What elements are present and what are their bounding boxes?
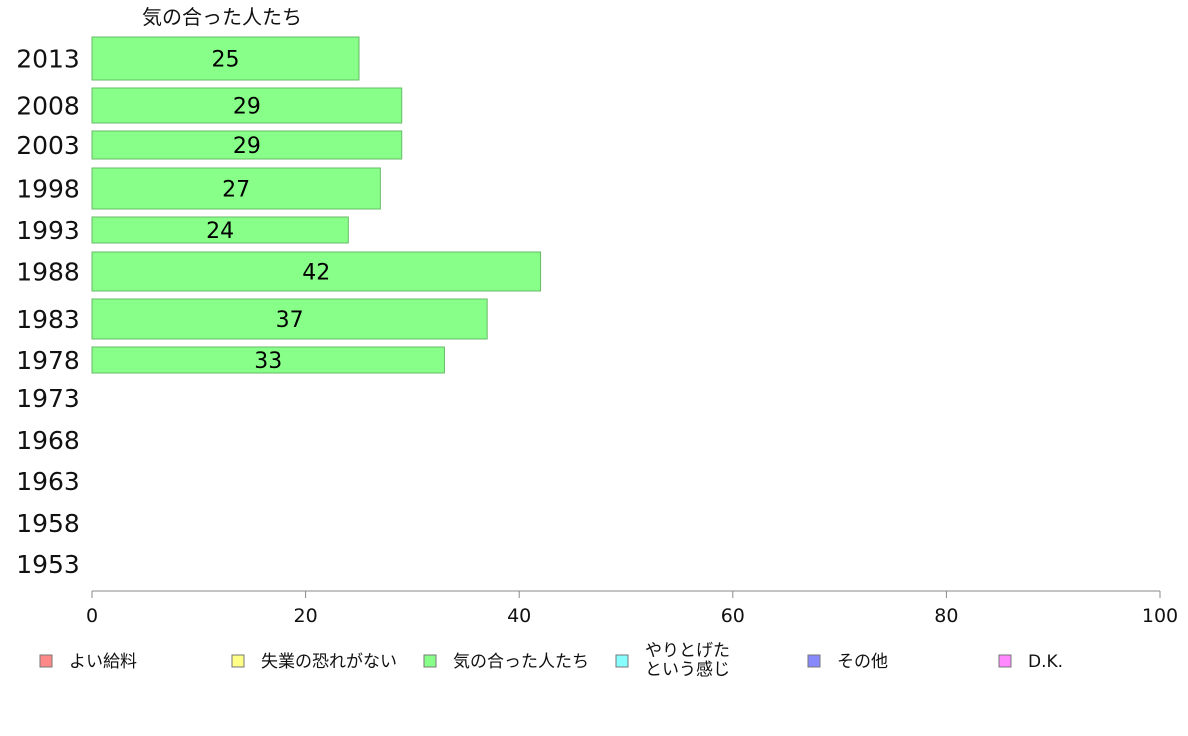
bar (91, 251, 542, 292)
x-axis: 0 20 40 60 80 100 (86, 590, 1178, 627)
bar (91, 130, 403, 160)
bar (91, 216, 349, 244)
category-label: 2003 (16, 131, 80, 160)
category-labels: 2013 2008 2003 1998 1993 1988 1983 1978 1973 1968… (16, 45, 80, 580)
category-label: 1978 (16, 346, 80, 375)
data-label: 24 (206, 219, 234, 244)
legend-label: 気の合った人たち (453, 652, 589, 672)
x-tick-label: 80 (934, 605, 958, 627)
bar (91, 167, 381, 210)
legend-swatch (615, 654, 629, 668)
legend-swatch (807, 654, 821, 668)
data-label: 29 (233, 134, 261, 159)
bar (91, 87, 403, 124)
data-label: 27 (222, 178, 250, 203)
x-tick-label: 60 (721, 605, 745, 627)
category-label: 1988 (16, 258, 80, 287)
data-label: 25 (212, 48, 240, 73)
legend-label: という感じ (645, 660, 730, 680)
legend-swatch (231, 654, 245, 668)
bars: 25 29 29 27 24 42 37 33 (91, 36, 542, 374)
category-label: 1973 (16, 384, 80, 413)
legend-label: よい給料 (69, 652, 137, 672)
data-label: 37 (276, 308, 304, 333)
data-label: 42 (302, 261, 330, 286)
x-tick-label: 100 (1142, 605, 1178, 627)
data-label: 33 (254, 349, 282, 374)
x-tick-label: 40 (507, 605, 531, 627)
legend-label: やりとげた (645, 641, 730, 661)
bar (91, 346, 445, 374)
legend-swatch (423, 654, 437, 668)
category-label: 2008 (16, 92, 80, 121)
category-label: 1983 (16, 305, 80, 334)
x-tick-label: 20 (294, 605, 318, 627)
category-label: 2013 (16, 45, 80, 74)
legend-label: その他 (837, 652, 888, 672)
category-label: 1968 (16, 426, 80, 455)
legend-label: 失業の恐れがない (261, 652, 397, 672)
legend-swatch (998, 654, 1012, 668)
category-label: 1993 (16, 216, 80, 245)
category-label: 1953 (16, 550, 80, 579)
category-label: 1963 (16, 467, 80, 496)
x-tick-label: 0 (86, 605, 98, 627)
chart-title: 気の合った人たち (142, 5, 302, 29)
bar (91, 36, 360, 81)
legend-label: D.K. (1028, 652, 1063, 672)
bar (91, 298, 488, 340)
category-label: 1998 (16, 175, 80, 204)
data-label: 29 (233, 95, 261, 120)
legend-swatch (39, 654, 53, 668)
category-label: 1958 (16, 509, 80, 538)
